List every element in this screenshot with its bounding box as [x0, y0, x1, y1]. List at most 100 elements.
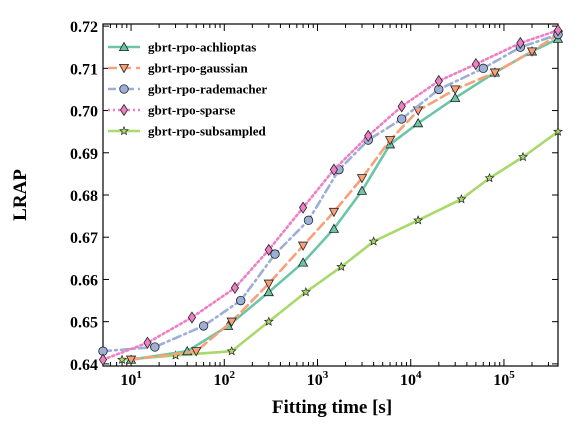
- y-tick-label: 0.65: [70, 315, 98, 332]
- legend-entry: gbrt-rpo-gaussian: [108, 61, 248, 76]
- data-point: [263, 279, 274, 289]
- data-point: [298, 201, 308, 214]
- x-tick-base: 10: [120, 372, 136, 389]
- data-point: [117, 354, 127, 364]
- data-point: [434, 74, 443, 88]
- data-point: [412, 117, 424, 128]
- data-point: [125, 355, 137, 365]
- series-line: [101, 29, 560, 361]
- series-gbrt-rpo-subsampled: [117, 126, 563, 364]
- data-point: [297, 241, 309, 251]
- data-point: [478, 63, 488, 74]
- legend-label: gbrt-rpo-subsampled: [148, 124, 267, 139]
- data-point: [553, 126, 563, 136]
- x-tick-base: 10: [400, 372, 416, 389]
- y-tick-label: 0.71: [70, 61, 98, 78]
- legend-label: gbrt-rpo-rademacher: [148, 82, 267, 97]
- x-tick-label: 102: [214, 369, 236, 389]
- legend-entry: gbrt-rpo-achlioptas: [108, 40, 256, 55]
- x-tick-label: 105: [493, 369, 515, 389]
- x-axis: 101 102 103 104 105: [102, 24, 549, 389]
- y-axis: 0.64 0.65 0.66 0.67 0.68 0.69 0.70 0.71 0.72: [70, 19, 558, 374]
- legend-marker: [119, 125, 129, 136]
- data-point: [270, 249, 280, 259]
- data-point: [187, 311, 197, 324]
- data-point: [329, 163, 339, 176]
- series-gbrt-rpo-gaussian: [125, 30, 564, 365]
- data-point: [489, 68, 501, 78]
- y-tick-label: 0.69: [70, 146, 98, 163]
- data-point: [397, 100, 406, 113]
- legend-entry: gbrt-rpo-rademacher: [108, 82, 267, 97]
- y-tick-label: 0.72: [70, 19, 98, 36]
- data-point: [230, 281, 239, 295]
- data-point: [300, 286, 311, 297]
- data-point: [413, 215, 424, 225]
- x-tick-exponent: 4: [416, 369, 422, 381]
- data-point: [198, 321, 209, 331]
- x-tick-label: 101: [120, 369, 142, 389]
- y-tick-label: 0.68: [70, 188, 98, 205]
- legend-entry: gbrt-rpo-sparse: [108, 103, 236, 118]
- data-point: [150, 342, 160, 352]
- x-tick-base: 10: [493, 372, 509, 389]
- y-tick-label: 0.64: [70, 357, 98, 374]
- data-point: [226, 317, 237, 327]
- x-tick-exponent: 5: [509, 369, 515, 381]
- data-point: [264, 243, 273, 257]
- data-point: [143, 336, 152, 349]
- data-point: [516, 36, 525, 50]
- data-point: [191, 347, 202, 357]
- data-point: [303, 215, 314, 226]
- y-tick-label: 0.70: [70, 104, 98, 121]
- legend: gbrt-rpo-achlioptas gbrt-rpo-gaussian gbrt…: [108, 40, 267, 139]
- data-point: [263, 286, 274, 297]
- data-point: [364, 129, 373, 143]
- x-tick-base: 10: [307, 372, 323, 389]
- x-axis-label: Fitting time [s]: [272, 397, 392, 418]
- data-point: [526, 47, 538, 57]
- data-point: [356, 174, 368, 184]
- legend-marker: [118, 64, 130, 74]
- legend-entry: gbrt-rpo-subsampled: [108, 124, 267, 139]
- legend-label: gbrt-rpo-achlioptas: [148, 40, 256, 55]
- legend-label: gbrt-rpo-gaussian: [148, 61, 248, 76]
- y-tick-label: 0.67: [70, 230, 98, 247]
- legend-label: gbrt-rpo-sparse: [148, 103, 236, 118]
- x-tick-exponent: 3: [323, 369, 329, 381]
- x-tick-label: 104: [400, 369, 422, 389]
- data-point: [328, 223, 340, 233]
- data-point: [518, 151, 528, 162]
- data-point: [356, 185, 368, 195]
- x-tick-exponent: 2: [230, 369, 236, 381]
- data-point: [450, 92, 461, 102]
- x-tick-label: 103: [307, 369, 329, 389]
- x-tick-base: 10: [214, 372, 230, 389]
- series-line: [120, 130, 560, 361]
- data-point: [368, 236, 379, 246]
- data-point: [98, 353, 108, 366]
- data-point: [297, 257, 309, 267]
- data-point: [236, 295, 246, 306]
- series-gbrt-rpo-rademacher: [98, 29, 563, 356]
- series-layer: [98, 24, 564, 366]
- data-point: [484, 172, 495, 183]
- data-point: [456, 194, 467, 204]
- data-point: [397, 114, 407, 124]
- legend-marker: [118, 41, 130, 51]
- data-point: [328, 207, 340, 218]
- data-point: [471, 57, 480, 71]
- data-point: [553, 24, 563, 37]
- data-point: [450, 85, 461, 95]
- series-gbrt-rpo-sparse: [98, 24, 563, 366]
- data-point: [263, 316, 274, 326]
- data-point: [336, 261, 347, 271]
- y-axis-label: LRAP: [10, 169, 31, 221]
- y-tick-label: 0.66: [70, 272, 98, 289]
- legend-marker: [119, 84, 129, 94]
- data-point: [226, 346, 237, 356]
- data-point: [384, 136, 396, 146]
- legend-marker: [119, 103, 129, 117]
- x-tick-exponent: 1: [136, 369, 142, 381]
